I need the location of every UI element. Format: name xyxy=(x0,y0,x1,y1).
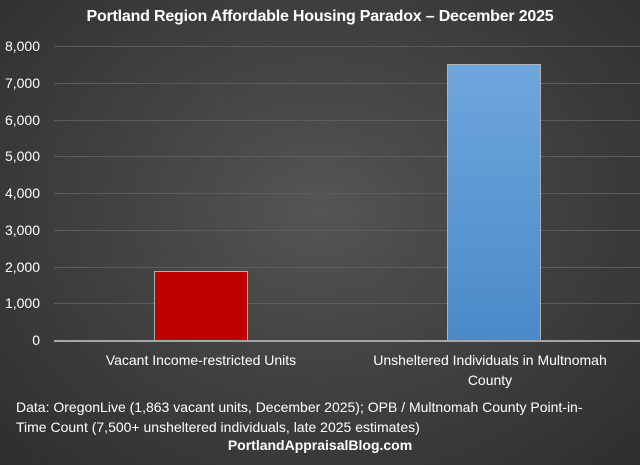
source-line1: Data: OregonLive (1,863 vacant units, De… xyxy=(16,399,583,415)
x-label-vacant-units-text: Vacant Income-restricted Units xyxy=(105,352,297,368)
gridline-1000 xyxy=(54,303,640,304)
x-axis-line xyxy=(54,340,640,342)
gridline-5000 xyxy=(54,156,640,157)
x-label-unsheltered: Unsheltered Individuals in Multnomah Cou… xyxy=(340,350,640,390)
y-tick-7000: 7,000 xyxy=(4,75,40,91)
y-tick-2000: 2,000 xyxy=(4,259,40,275)
y-tick-3000: 3,000 xyxy=(4,222,40,238)
x-label-unsheltered-line1: Unsheltered Individuals in Multnomah xyxy=(373,352,607,368)
gridline-4000 xyxy=(54,193,640,194)
source-note: Data: OregonLive (1,863 vacant units, De… xyxy=(16,397,626,437)
gridline-3000 xyxy=(54,230,640,231)
chart-title: Portland Region Affordable Housing Parad… xyxy=(86,8,554,25)
x-label-unsheltered-line2: County xyxy=(467,372,513,388)
bar-vacant-units xyxy=(154,271,248,340)
y-tick-4000: 4,000 xyxy=(4,185,40,201)
y-tick-1000: 1,000 xyxy=(4,295,40,311)
y-tick-0: 0 xyxy=(32,332,40,348)
bar-unsheltered-individuals xyxy=(447,64,541,340)
gridline-8000 xyxy=(54,46,640,47)
y-tick-6000: 6,000 xyxy=(4,112,40,128)
x-label-vacant-units: Vacant Income-restricted Units xyxy=(60,350,342,370)
gridline-6000 xyxy=(54,120,640,121)
y-tick-5000: 5,000 xyxy=(4,148,40,164)
site-credit: PortlandAppraisalBlog.com xyxy=(227,437,413,453)
gridline-2000 xyxy=(54,267,640,268)
source-line2: Time Count (7,500+ unsheltered individua… xyxy=(16,419,420,435)
y-tick-8000: 8,000 xyxy=(4,38,40,54)
gridline-7000 xyxy=(54,83,640,84)
